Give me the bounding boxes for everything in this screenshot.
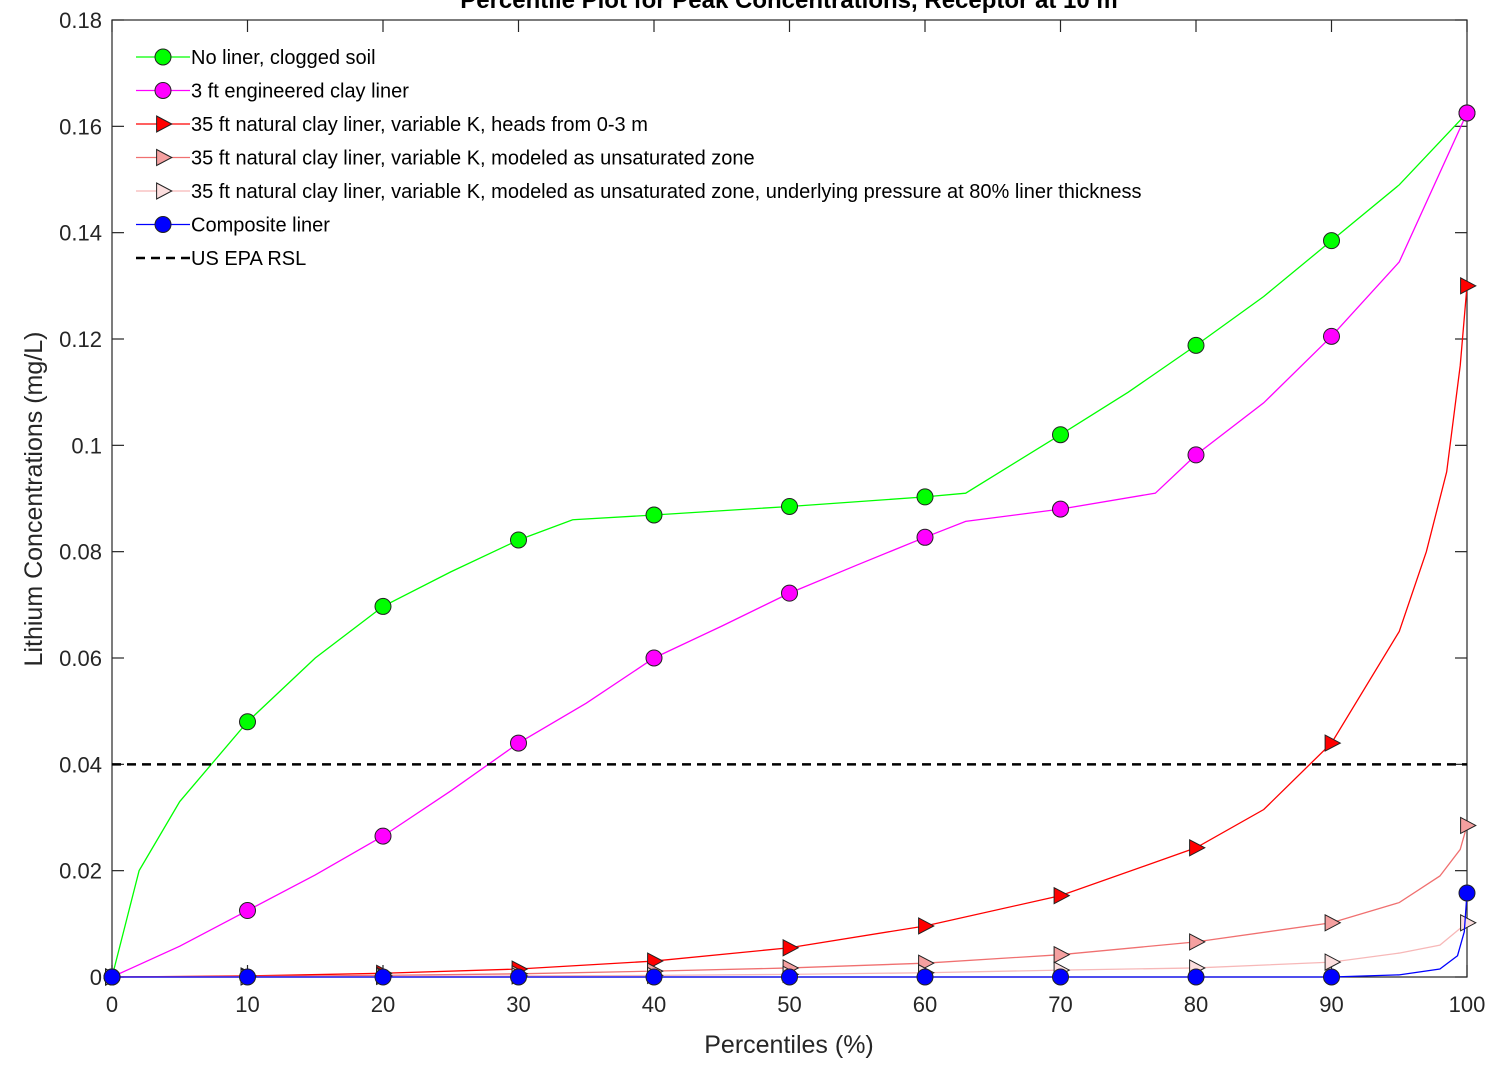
legend-label: 35 ft natural clay liner, variable K, he… bbox=[191, 114, 648, 136]
data-point bbox=[781, 497, 798, 515]
data-point bbox=[1187, 446, 1205, 464]
legend: No liner, clogged soil 3 ft engineered cl… bbox=[136, 47, 1142, 270]
data-point bbox=[782, 938, 800, 957]
legend-label: 35 ft natural clay liner, variable K, mo… bbox=[191, 181, 1142, 203]
data-point bbox=[916, 488, 934, 506]
data-point bbox=[103, 968, 121, 986]
data-point bbox=[510, 734, 527, 752]
data-point bbox=[510, 968, 527, 986]
legend-label: Composite liner bbox=[191, 215, 330, 237]
data-point bbox=[1460, 816, 1477, 835]
y-tick-label: 0.08 bbox=[59, 540, 102, 565]
data-point bbox=[916, 968, 934, 986]
x-tick-label: 90 bbox=[1319, 992, 1343, 1017]
data-point bbox=[1053, 945, 1071, 964]
data-point bbox=[154, 48, 172, 66]
x-tick-label: 100 bbox=[1449, 992, 1486, 1017]
legend-item: US EPA RSL bbox=[136, 248, 306, 270]
data-point bbox=[154, 82, 172, 99]
series-line bbox=[111, 285, 1468, 978]
data-point bbox=[1052, 968, 1069, 986]
data-point bbox=[156, 115, 173, 133]
data-point bbox=[1187, 336, 1205, 354]
legend-label: 35 ft natural clay liner, variable K, mo… bbox=[191, 148, 755, 170]
data-point bbox=[916, 528, 934, 546]
legend-item: 35 ft natural clay liner, variable K, mo… bbox=[136, 181, 1142, 203]
y-tick-label: 0.18 bbox=[59, 8, 102, 33]
x-tick-label: 60 bbox=[913, 992, 937, 1017]
data-point bbox=[239, 968, 256, 986]
data-point bbox=[1324, 913, 1342, 932]
data-point bbox=[154, 216, 172, 233]
data-point bbox=[374, 827, 392, 845]
data-point bbox=[239, 713, 256, 731]
y-axis-label: Lithium Concentrations (mg/L) bbox=[20, 332, 48, 667]
x-tick-label: 30 bbox=[506, 992, 530, 1017]
legend-item: No liner, clogged soil bbox=[136, 47, 376, 69]
y-tick-label: 0.04 bbox=[59, 752, 102, 777]
data-point bbox=[781, 968, 798, 986]
data-point bbox=[1324, 953, 1342, 971]
y-tick-label: 0.14 bbox=[59, 221, 102, 246]
legend-item: 35 ft natural clay liner, variable K, mo… bbox=[136, 148, 755, 170]
legend-item: Composite liner bbox=[136, 215, 330, 237]
series-layer bbox=[103, 104, 1477, 986]
y-tick-label: 0.12 bbox=[59, 327, 102, 352]
data-point bbox=[918, 917, 935, 935]
legend-label: No liner, clogged soil bbox=[191, 47, 376, 69]
legend-item: 35 ft natural clay liner, variable K, he… bbox=[136, 114, 648, 136]
data-point bbox=[1052, 500, 1069, 518]
legend-label: 3 ft engineered clay liner bbox=[191, 81, 409, 103]
data-point bbox=[1053, 886, 1071, 905]
y-axis: 0 0.02 0.04 0.06 0.08 0.1 0.12 0.14 0.16 0.18 bbox=[59, 8, 1467, 990]
x-tick-label: 10 bbox=[235, 992, 259, 1017]
data-point bbox=[1460, 913, 1477, 932]
data-point bbox=[510, 531, 527, 549]
data-point bbox=[1323, 327, 1340, 345]
data-point bbox=[156, 182, 173, 200]
series-line bbox=[111, 112, 1468, 978]
data-point bbox=[645, 649, 663, 667]
legend-item: 3 ft engineered clay liner bbox=[136, 81, 409, 103]
data-point bbox=[156, 148, 173, 167]
data-point bbox=[1458, 104, 1476, 122]
data-point bbox=[1323, 968, 1340, 986]
y-tick-label: 0.16 bbox=[59, 114, 102, 139]
data-point bbox=[239, 902, 256, 920]
series-line bbox=[111, 825, 1468, 978]
legend-label: US EPA RSL bbox=[191, 248, 306, 270]
data-point bbox=[1189, 838, 1206, 857]
y-tick-label: 0 bbox=[90, 965, 102, 990]
x-axis-label: Percentiles (%) bbox=[704, 1031, 874, 1059]
x-tick-label: 50 bbox=[777, 992, 801, 1017]
data-point bbox=[1189, 933, 1206, 951]
y-tick-label: 0.1 bbox=[71, 433, 102, 458]
series-5 bbox=[103, 884, 1476, 986]
data-point bbox=[1323, 232, 1340, 250]
x-axis: 0 10 20 30 40 50 60 70 80 90 100 bbox=[106, 20, 1485, 1017]
data-point bbox=[645, 506, 663, 524]
y-tick-label: 0.06 bbox=[59, 646, 102, 671]
x-tick-label: 0 bbox=[106, 992, 118, 1017]
y-tick-label: 0.02 bbox=[59, 859, 102, 884]
x-tick-label: 40 bbox=[642, 992, 666, 1017]
data-point bbox=[1458, 884, 1476, 902]
data-point bbox=[374, 597, 392, 615]
data-point bbox=[374, 968, 392, 986]
x-tick-label: 80 bbox=[1184, 992, 1208, 1017]
data-point bbox=[645, 968, 663, 986]
data-point bbox=[1052, 426, 1069, 444]
x-tick-label: 70 bbox=[1048, 992, 1072, 1017]
x-tick-label: 20 bbox=[371, 992, 395, 1017]
data-point bbox=[1187, 968, 1205, 986]
chart-title: Percentile Plot for Peak Concentrations,… bbox=[460, 0, 1118, 14]
data-point bbox=[781, 584, 798, 602]
data-point bbox=[1460, 277, 1477, 295]
data-point bbox=[1324, 734, 1342, 752]
